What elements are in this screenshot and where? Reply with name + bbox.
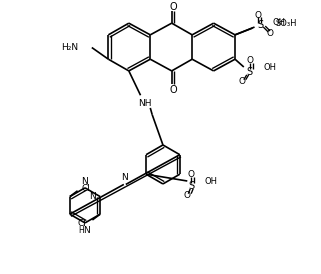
Text: S: S: [247, 67, 253, 77]
Text: OH: OH: [205, 176, 218, 185]
Text: O: O: [255, 11, 262, 20]
Text: Cl: Cl: [78, 219, 87, 229]
Text: NH: NH: [138, 99, 151, 108]
Text: O: O: [246, 56, 253, 65]
Text: S: S: [188, 181, 194, 191]
Text: OH: OH: [272, 18, 285, 27]
Text: O: O: [188, 170, 195, 179]
Text: N: N: [83, 226, 90, 235]
Text: SO₃H: SO₃H: [276, 19, 298, 28]
Text: O: O: [239, 77, 245, 86]
Text: O: O: [184, 191, 191, 200]
Text: S: S: [257, 20, 264, 30]
Text: H₂N: H₂N: [61, 43, 78, 52]
Text: N: N: [89, 192, 96, 201]
Text: N: N: [82, 176, 88, 185]
Text: O: O: [267, 29, 273, 38]
Text: OH: OH: [263, 62, 276, 72]
Text: N: N: [121, 173, 128, 182]
Text: H: H: [78, 226, 84, 235]
Text: Cl: Cl: [82, 184, 90, 193]
Text: O: O: [170, 85, 178, 95]
Text: O: O: [170, 2, 178, 12]
